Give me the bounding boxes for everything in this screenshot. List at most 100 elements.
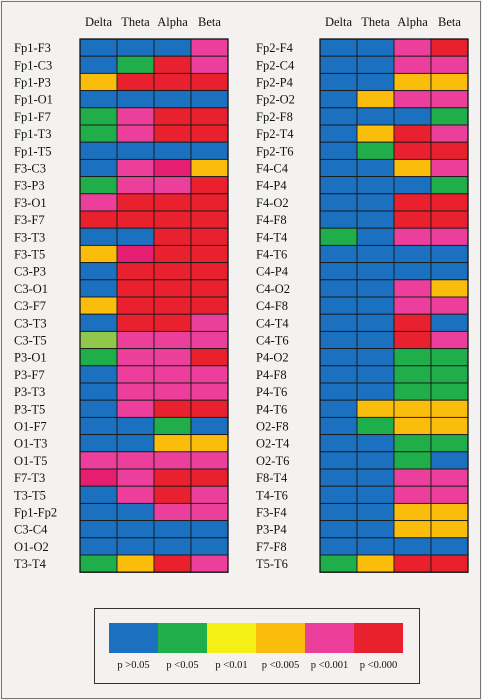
right-heatmap-cell <box>319 193 358 212</box>
right-row-label: P4-F8 <box>256 368 287 382</box>
right-heatmap-cell <box>393 72 432 92</box>
left-row-label: O1-F7 <box>14 420 47 434</box>
left-row-label: O1-T5 <box>14 454 47 468</box>
left-heatmap-cell <box>79 38 118 57</box>
right-heatmap-cell <box>319 451 358 470</box>
left-heatmap-cell <box>116 38 155 57</box>
left-heatmap-cell <box>116 227 155 246</box>
right-heatmap-cell <box>430 279 469 298</box>
right-heatmap-cell <box>430 330 469 350</box>
left-heatmap-cell <box>153 451 192 470</box>
left-row-label: T3-T4 <box>14 557 47 571</box>
right-row-label: Fp2-F8 <box>256 110 293 124</box>
left-heatmap-cell <box>153 382 192 401</box>
left-row-label: Fp1-O1 <box>14 93 53 107</box>
left-heatmap-cell <box>190 382 229 401</box>
right-heatmap-cell <box>430 55 469 74</box>
right-heatmap-cell <box>356 72 395 92</box>
left-row-label: P3-T3 <box>14 385 45 399</box>
left-heatmap-cell <box>190 296 229 315</box>
right-heatmap-cell <box>430 90 469 109</box>
left-heatmap-cell <box>116 554 155 573</box>
left-row-label: C3-P3 <box>14 265 46 279</box>
left-heatmap-cell <box>190 107 229 126</box>
left-heatmap-cell <box>153 193 192 212</box>
left-column-header: Theta <box>121 15 150 29</box>
left-heatmap-cell <box>116 348 155 367</box>
right-heatmap-cell <box>393 210 432 229</box>
right-heatmap-cell <box>319 348 358 367</box>
right-heatmap-cell <box>430 537 469 556</box>
right-heatmap-cell <box>393 313 432 332</box>
legend-box: p >0.05 p <0.05 p <0.01 p <0.005 p <0.001 p <… <box>94 608 420 684</box>
left-heatmap-cell <box>190 537 229 556</box>
right-row-label: F4-P4 <box>256 179 287 193</box>
right-heatmap-cell <box>430 554 469 573</box>
left-heatmap-cell <box>116 399 155 418</box>
right-heatmap-cell <box>319 416 358 436</box>
right-row-label: Fp2-P4 <box>256 76 294 90</box>
left-row-label: C3-T5 <box>14 334 47 348</box>
left-heatmap-cell <box>116 296 155 315</box>
right-heatmap-cell <box>356 348 395 367</box>
right-heatmap-cell <box>356 227 395 246</box>
right-heatmap-cell <box>393 176 432 195</box>
left-heatmap-cell <box>116 158 155 178</box>
left-heatmap-cell <box>153 365 192 384</box>
left-heatmap-cell <box>79 434 118 453</box>
left-heatmap-cell <box>116 210 155 229</box>
right-column-header: Delta <box>325 15 353 29</box>
right-row-label: C4-T6 <box>256 334 289 348</box>
right-heatmap-cell <box>319 210 358 229</box>
left-heatmap-cell <box>190 124 229 143</box>
left-row-label: Fp1-T3 <box>14 127 52 141</box>
right-heatmap-cell <box>319 38 358 57</box>
right-row-label: P3-P4 <box>256 523 287 537</box>
left-heatmap-cell <box>79 227 118 246</box>
right-heatmap-cell <box>393 38 432 57</box>
right-heatmap-cell <box>393 193 432 212</box>
left-heatmap-cell <box>190 330 229 350</box>
legend-swatch-green <box>158 623 207 653</box>
left-row-label: Fp1-P3 <box>14 76 51 90</box>
right-heatmap-cell <box>356 158 395 178</box>
left-column-header: Alpha <box>157 15 188 29</box>
right-column-header: Beta <box>438 15 461 29</box>
right-heatmap-cell <box>319 468 358 487</box>
left-heatmap-cell <box>190 55 229 74</box>
left-heatmap-cell <box>153 55 192 74</box>
right-heatmap-cell <box>393 330 432 350</box>
left-heatmap-cell <box>153 537 192 556</box>
left-row-label: F3-F7 <box>14 213 45 227</box>
right-heatmap-cell <box>393 382 432 401</box>
left-heatmap-cell <box>79 502 118 522</box>
left-row-label: C3-F7 <box>14 299 46 313</box>
right-heatmap-cell <box>430 502 469 522</box>
right-row-label: Fp2-T6 <box>256 144 294 158</box>
legend-swatch-yellow <box>207 623 256 653</box>
legend-label-orange: p <0.005 <box>262 660 299 671</box>
left-heatmap-cell <box>116 537 155 556</box>
right-heatmap-cell <box>319 296 358 315</box>
right-heatmap-cell <box>356 365 395 384</box>
left-row-label: O1-T3 <box>14 437 47 451</box>
right-heatmap-cell <box>356 141 395 160</box>
left-heatmap-cell <box>79 193 118 212</box>
right-column-header: Theta <box>361 15 390 29</box>
left-heatmap-cell <box>116 262 155 281</box>
right-heatmap-cell <box>393 244 432 264</box>
left-heatmap-cell <box>153 72 192 92</box>
right-heatmap-cell <box>430 107 469 126</box>
left-heatmap-cell <box>116 365 155 384</box>
left-heatmap-cell <box>79 90 118 109</box>
right-heatmap-cell <box>393 158 432 178</box>
left-heatmap-cell <box>79 399 118 418</box>
right-row-label: C4-T4 <box>256 316 289 330</box>
right-heatmap-cell <box>356 244 395 264</box>
right-row-label: F4-O2 <box>256 196 289 210</box>
left-heatmap-cell <box>79 55 118 74</box>
right-row-label: O2-T6 <box>256 454 289 468</box>
right-heatmap-cell <box>319 262 358 281</box>
left-heatmap-cell <box>116 193 155 212</box>
right-heatmap-cell <box>356 38 395 57</box>
